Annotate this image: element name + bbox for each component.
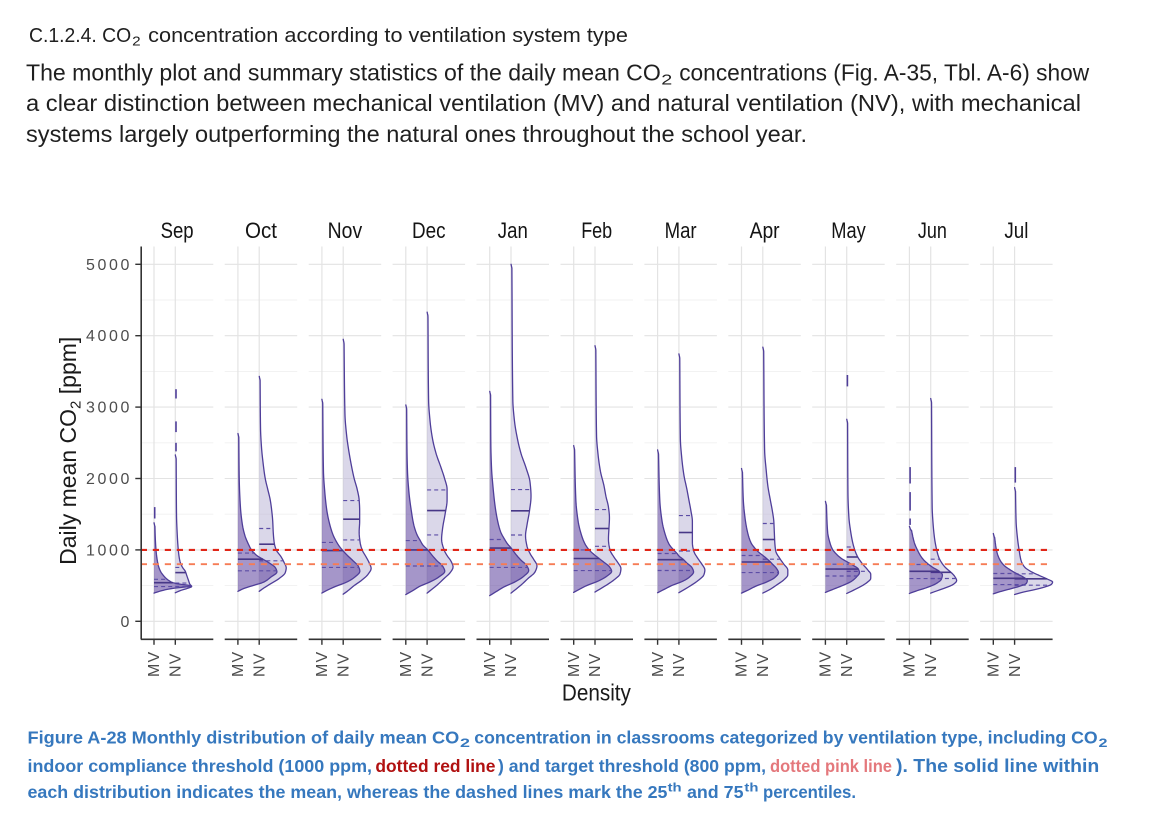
- svg-text:percentiles.: percentiles.: [763, 782, 856, 802]
- svg-text:concentrations (Fig. A-35, Tbl: concentrations (Fig. A-35, Tbl. A-6) sho…: [679, 59, 1090, 85]
- svg-text:2: 2: [460, 738, 470, 750]
- svg-text:MV: MV: [818, 651, 835, 677]
- svg-text:MV: MV: [902, 651, 919, 677]
- svg-text:Figure A-28 Monthly distributi: Figure A-28 Monthly distribution of dail…: [28, 728, 460, 748]
- svg-text:5000: 5000: [86, 257, 132, 274]
- svg-text:MV: MV: [398, 651, 415, 677]
- svg-text:concentration in classrooms ca: concentration in classrooms categorized …: [474, 728, 1097, 748]
- svg-text:The monthly plot and summary s: The monthly plot and summary statistics …: [26, 59, 661, 85]
- svg-text:MV: MV: [986, 651, 1003, 677]
- svg-text:Sep: Sep: [161, 218, 194, 243]
- svg-text:Jul: Jul: [1004, 218, 1028, 243]
- svg-text:dotted red line: dotted red line: [375, 756, 495, 776]
- svg-text:0: 0: [121, 614, 133, 631]
- svg-text:systems largely outperforming: systems largely outperforming the natura…: [26, 121, 807, 147]
- svg-text:NV: NV: [503, 652, 520, 677]
- svg-text:NV: NV: [1007, 652, 1024, 677]
- svg-text:Mar: Mar: [665, 218, 697, 243]
- svg-text:Density: Density: [562, 680, 631, 706]
- svg-text:2000: 2000: [86, 471, 132, 488]
- svg-text:dotted pink line: dotted pink line: [770, 756, 892, 776]
- svg-text:MV: MV: [230, 651, 247, 677]
- svg-text:Jun: Jun: [918, 218, 947, 243]
- svg-text:NV: NV: [923, 652, 940, 677]
- svg-text:4000: 4000: [86, 328, 132, 345]
- svg-text:a clear distinction between me: a clear distinction between mechanical v…: [26, 90, 1081, 116]
- svg-text:MV: MV: [482, 651, 499, 677]
- svg-text:2: 2: [661, 72, 672, 89]
- svg-text:2: 2: [132, 33, 141, 48]
- svg-text:1000: 1000: [86, 542, 132, 559]
- svg-text:concentration according to ven: concentration according to ventilation s…: [148, 24, 628, 47]
- svg-text:NV: NV: [168, 652, 185, 677]
- svg-text:MV: MV: [650, 651, 667, 677]
- svg-text:2: 2: [1099, 738, 1108, 750]
- svg-text:May: May: [831, 218, 866, 243]
- svg-text:). The solid line within: ). The solid line within: [896, 755, 1099, 776]
- svg-text:MV: MV: [314, 651, 331, 677]
- svg-text:Jan: Jan: [498, 218, 528, 243]
- svg-text:Apr: Apr: [750, 218, 780, 243]
- svg-text:MV: MV: [566, 651, 583, 677]
- svg-text:NV: NV: [587, 652, 604, 677]
- svg-text:) and target threshold (800 pp: ) and target threshold (800 ppm,: [498, 756, 766, 776]
- svg-text:indoor compliance threshold (1: indoor compliance threshold (1000 ppm,: [28, 756, 373, 776]
- svg-text:NV: NV: [671, 652, 688, 677]
- svg-text:3000: 3000: [86, 400, 132, 417]
- svg-text:Dec: Dec: [412, 218, 446, 243]
- svg-text:Oct: Oct: [245, 218, 277, 243]
- svg-text:Nov: Nov: [328, 218, 363, 243]
- svg-text:NV: NV: [839, 652, 856, 677]
- svg-text:NV: NV: [419, 652, 436, 677]
- svg-text:NV: NV: [251, 652, 268, 677]
- svg-text:NV: NV: [755, 652, 772, 677]
- svg-text:Daily mean CO2 [ppm]: Daily mean CO2 [ppm]: [55, 337, 85, 565]
- svg-text:MV: MV: [146, 651, 163, 677]
- svg-text:Feb: Feb: [581, 218, 612, 243]
- svg-text:th: th: [668, 783, 682, 795]
- svg-text:and 75: and 75: [687, 782, 744, 802]
- svg-text:each distribution indicates th: each distribution indicates the mean, wh…: [28, 782, 668, 802]
- svg-text:MV: MV: [734, 651, 751, 677]
- svg-text:th: th: [744, 783, 758, 795]
- svg-text:C.1.2.4. CO: C.1.2.4. CO: [29, 24, 131, 47]
- svg-text:NV: NV: [335, 652, 352, 677]
